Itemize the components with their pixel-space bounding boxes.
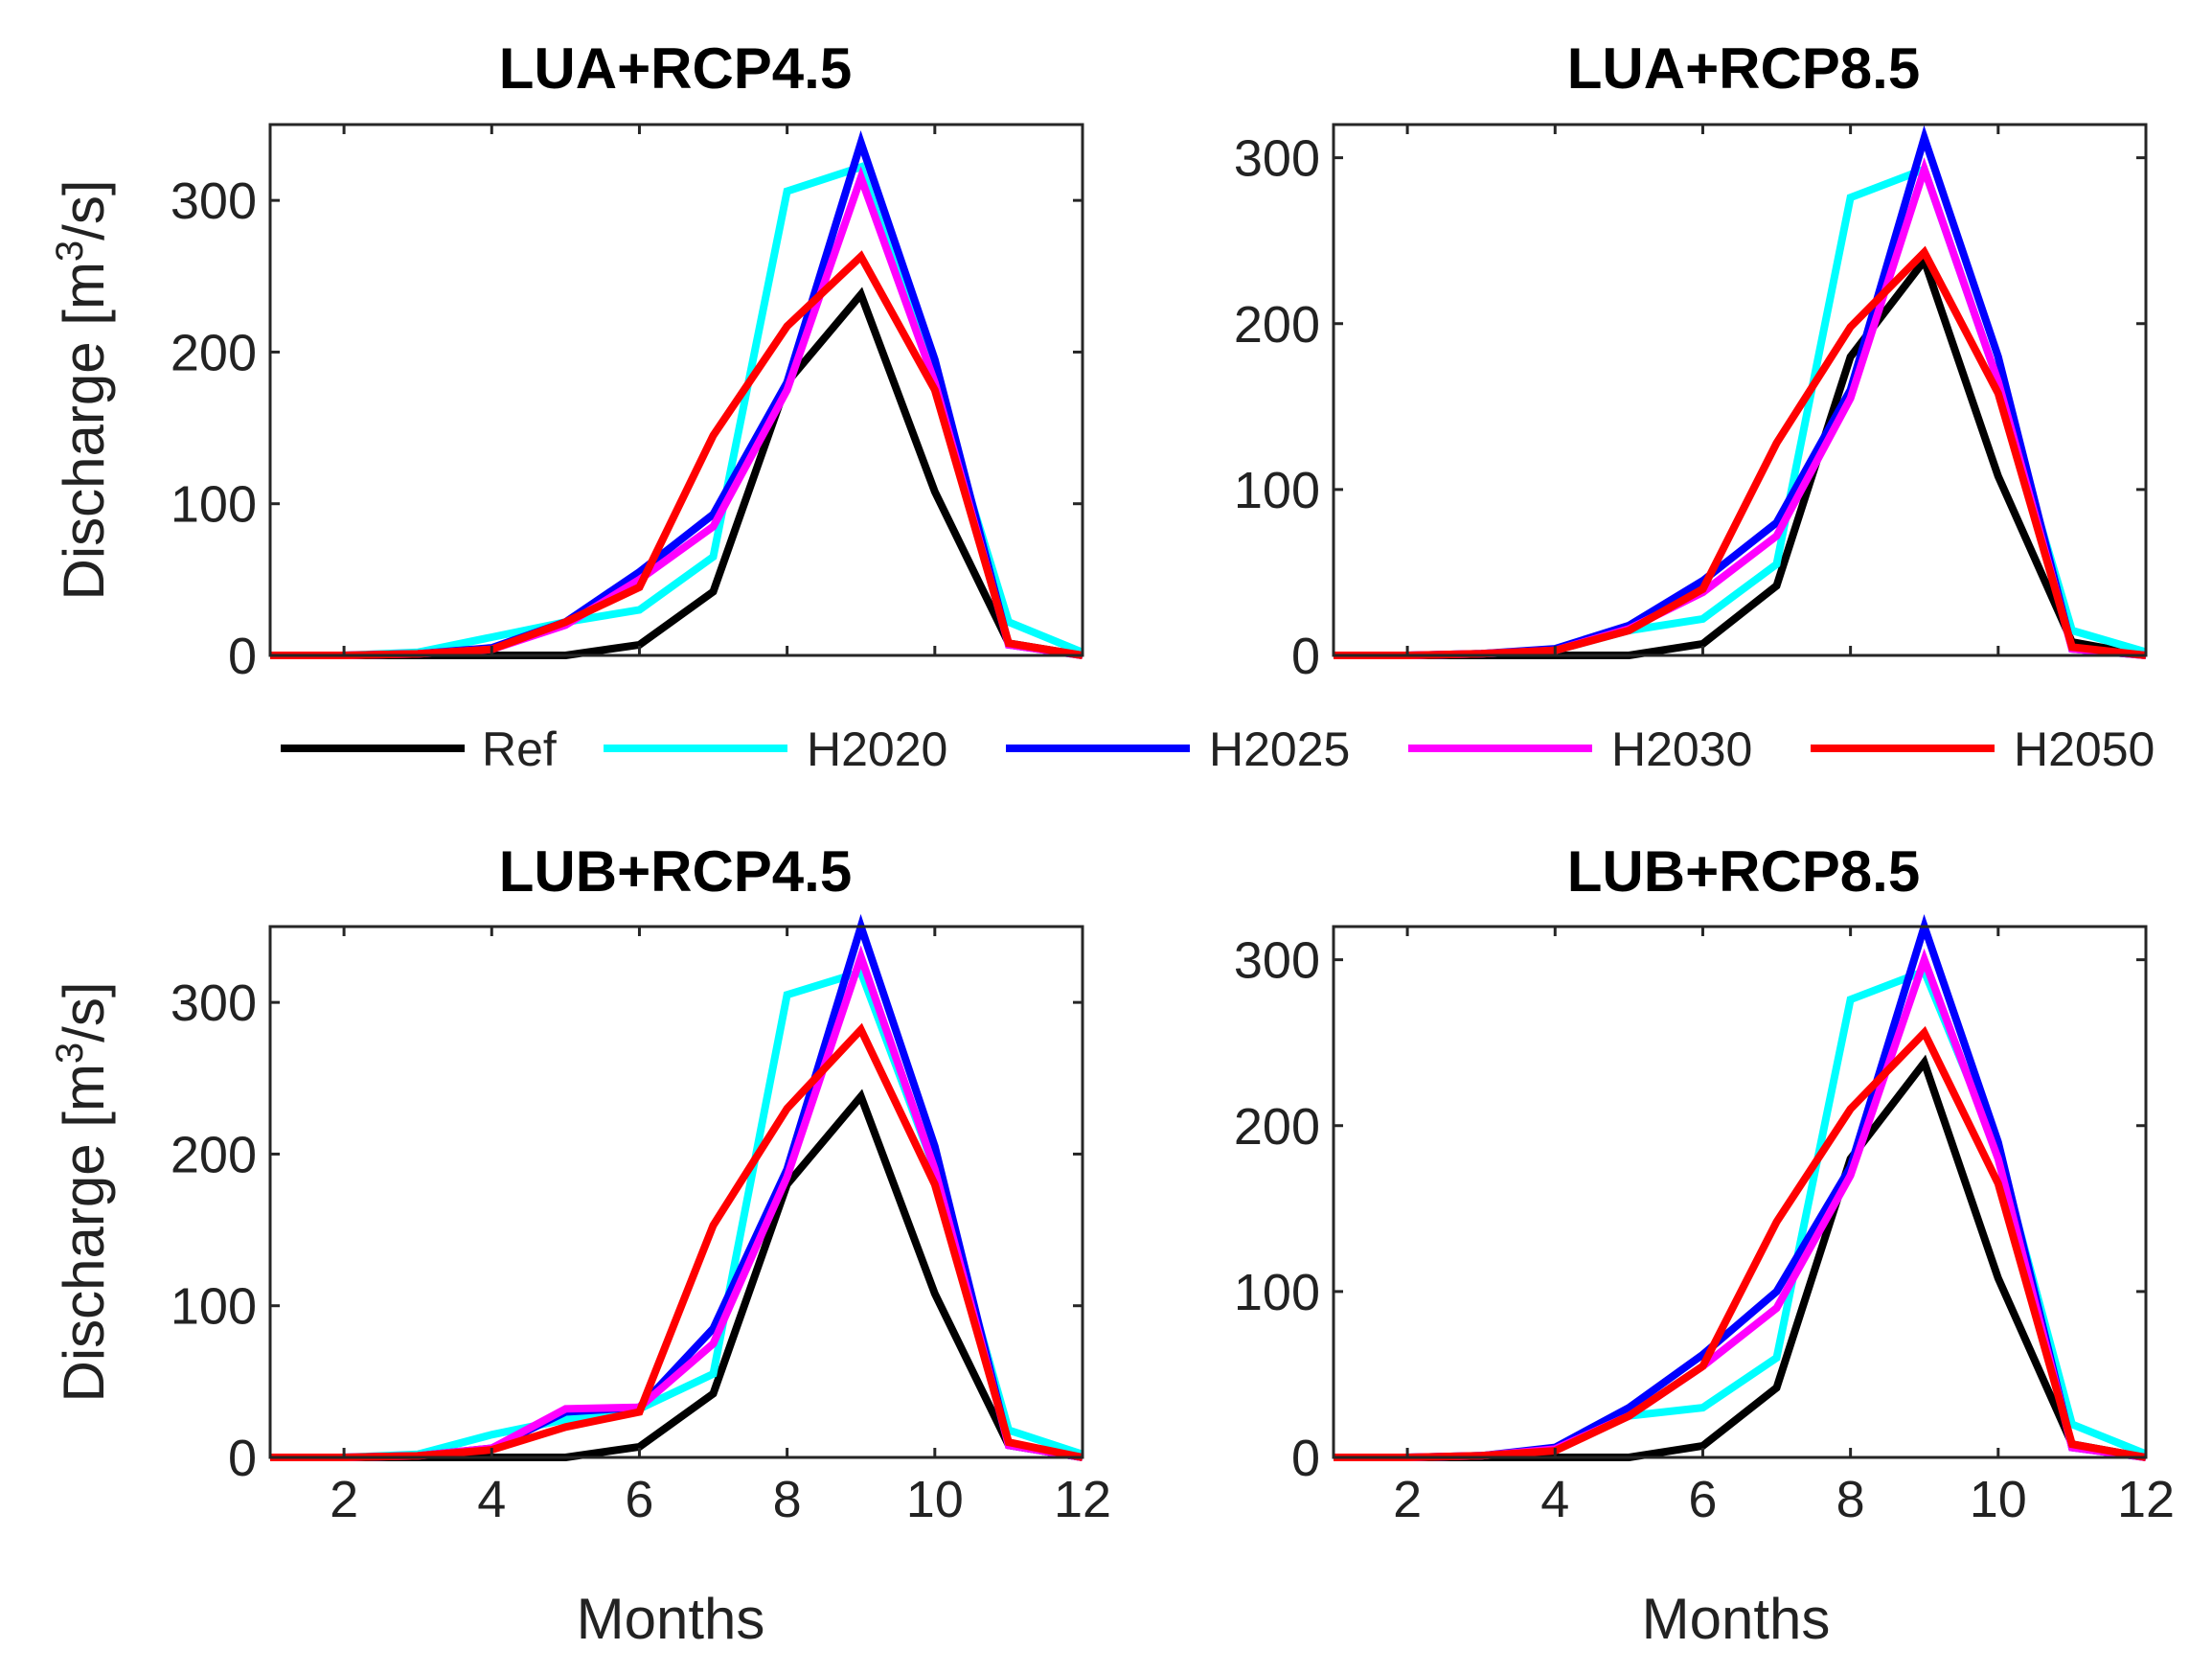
x-tick-label: 10 — [1970, 1471, 2027, 1528]
chart-panel-lub-rcp45: LUB+RCP4.5 2 4 6 8 10 12 0 100 200 300 Discharge … — [49, 839, 1111, 1651]
x-tick-label: 2 — [330, 1471, 358, 1528]
y-tick-label: 200 — [171, 324, 257, 381]
x-tick-label: 12 — [1054, 1471, 1111, 1528]
panel-title: LUB+RCP8.5 — [1567, 839, 1920, 904]
plot-frame — [268, 123, 1084, 657]
legend-label-h2050: H2050 — [2014, 722, 2155, 776]
axis-ticks: 0 100 200 300 — [171, 125, 1084, 685]
y-tick-label: 100 — [1234, 1264, 1320, 1321]
x-tick-label: 12 — [2117, 1471, 2175, 1528]
y-tick-label: 0 — [228, 628, 257, 685]
x-tick-label: 4 — [1540, 1471, 1569, 1528]
axis-ticks: 2 4 6 8 10 12 0 100 200 300 — [1234, 927, 2175, 1528]
chart-panel-lub-rcp85: LUB+RCP8.5 2 4 6 8 10 12 0 100 200 300 Months — [1234, 839, 2175, 1651]
x-tick-label: 6 — [625, 1471, 653, 1528]
y-tick-label: 100 — [171, 476, 257, 534]
plot-frame — [1332, 925, 2148, 1459]
y-axis-label: Discharge [m3/s] — [49, 981, 116, 1402]
x-tick-label: 4 — [477, 1471, 506, 1528]
x-axis-label: Months — [1642, 1587, 1831, 1651]
axis-ticks: 2 4 6 8 10 12 0 100 200 300 — [171, 927, 1111, 1528]
legend-label-h2030: H2030 — [1611, 722, 1752, 776]
y-tick-label: 0 — [228, 1430, 257, 1487]
x-tick-label: 8 — [773, 1471, 802, 1528]
x-axis-label: Months — [577, 1587, 765, 1651]
panel-title: LUB+RCP4.5 — [499, 839, 852, 904]
legend-label-h2020: H2020 — [807, 722, 947, 776]
chart-panel-lua-rcp85: LUA+RCP8.5 0 100 200 300 — [1234, 36, 2148, 685]
plot-frame — [268, 925, 1084, 1459]
panel-title: LUA+RCP8.5 — [1567, 36, 1920, 101]
y-tick-label: 0 — [1291, 1430, 1320, 1487]
x-tick-label: 2 — [1393, 1471, 1422, 1528]
x-tick-label: 6 — [1688, 1471, 1717, 1528]
y-tick-label: 200 — [171, 1126, 257, 1183]
x-tick-label: 10 — [906, 1471, 964, 1528]
legend: Ref H2020 H2025 H2030 H2050 — [281, 722, 2155, 776]
plot-frame — [1332, 123, 2148, 657]
x-tick-label: 8 — [1836, 1471, 1865, 1528]
legend-label-ref: Ref — [482, 722, 557, 776]
panel-title: LUA+RCP4.5 — [499, 36, 852, 101]
y-tick-label: 300 — [171, 172, 257, 230]
axis-ticks: 0 100 200 300 — [1234, 125, 2148, 685]
y-tick-label: 100 — [171, 1278, 257, 1336]
y-tick-label: 300 — [171, 974, 257, 1032]
y-tick-label: 100 — [1234, 462, 1320, 519]
legend-label-h2025: H2025 — [1209, 722, 1350, 776]
chart-panel-lua-rcp45: LUA+RCP4.5 0 100 200 300 Discharge [m3/s] — [49, 36, 1084, 685]
y-tick-label: 200 — [1234, 296, 1320, 354]
y-tick-label: 200 — [1234, 1098, 1320, 1156]
y-tick-label: 300 — [1234, 130, 1320, 188]
y-tick-label: 0 — [1291, 628, 1320, 685]
y-axis-label: Discharge [m3/s] — [49, 179, 116, 600]
y-tick-label: 300 — [1234, 932, 1320, 990]
